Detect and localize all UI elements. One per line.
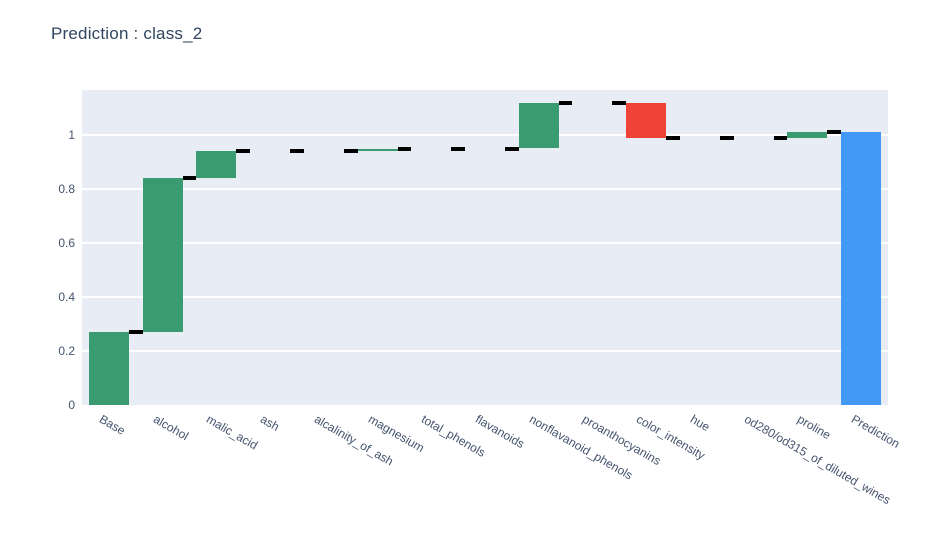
bar-proline[interactable]: [787, 132, 828, 138]
y-tick-label-0: 0: [68, 398, 75, 412]
y-tick-label-1: 1: [68, 128, 75, 142]
connector-alcohol: [182, 176, 197, 181]
bar-color_intensity[interactable]: [626, 102, 667, 138]
x-tick-label-alcohol: alcohol: [150, 412, 191, 444]
bar-Prediction[interactable]: [841, 132, 882, 405]
x-tick-label-prediction: Prediction: [849, 412, 903, 451]
bar-malic_acid[interactable]: [196, 151, 237, 179]
x-tick-label-base: Base: [96, 412, 128, 438]
y-tick-label-0.2: 0.2: [58, 344, 75, 358]
connector-proanthocyanins: [612, 100, 627, 105]
x-tick-label-hue: hue: [687, 412, 713, 435]
connector-proline: [827, 130, 842, 135]
y-tick-label-0.8: 0.8: [58, 182, 75, 196]
connector-od280/od315_of_diluted_wines: [773, 135, 788, 140]
connector-Base: [128, 330, 143, 335]
bar-Base[interactable]: [88, 332, 129, 405]
y-tick-label-0.4: 0.4: [58, 290, 75, 304]
gridline-0.8: [82, 188, 888, 190]
plot-area: [82, 90, 888, 405]
connector-malic_acid: [236, 149, 251, 154]
gridline-1: [82, 134, 888, 136]
connector-ash: [290, 149, 304, 154]
bar-magnesium[interactable]: [357, 148, 398, 152]
connector-total_phenols: [451, 146, 465, 151]
connector-color_intensity: [666, 135, 680, 140]
connector-alcalinity_of_ash: [343, 149, 358, 154]
x-tick-label-malic-acid: malic_acid: [204, 412, 261, 453]
gridline-0.2: [82, 350, 888, 352]
x-tick-label-ash: ash: [258, 412, 282, 434]
chart-title: Prediction : class_2: [51, 24, 203, 43]
connector-nonflavanoid_phenols: [558, 100, 573, 105]
connector-magnesium: [397, 146, 412, 151]
bar-alcohol[interactable]: [142, 178, 183, 333]
y-tick-label-0.6: 0.6: [58, 236, 75, 250]
x-tick-label-proline: proline: [795, 412, 834, 443]
gridline-0.6: [82, 242, 888, 244]
bar-nonflavanoid_phenols[interactable]: [518, 102, 559, 149]
connector-hue: [719, 135, 734, 140]
connector-flavanoids: [505, 146, 519, 151]
gridline-0.4: [82, 296, 888, 298]
